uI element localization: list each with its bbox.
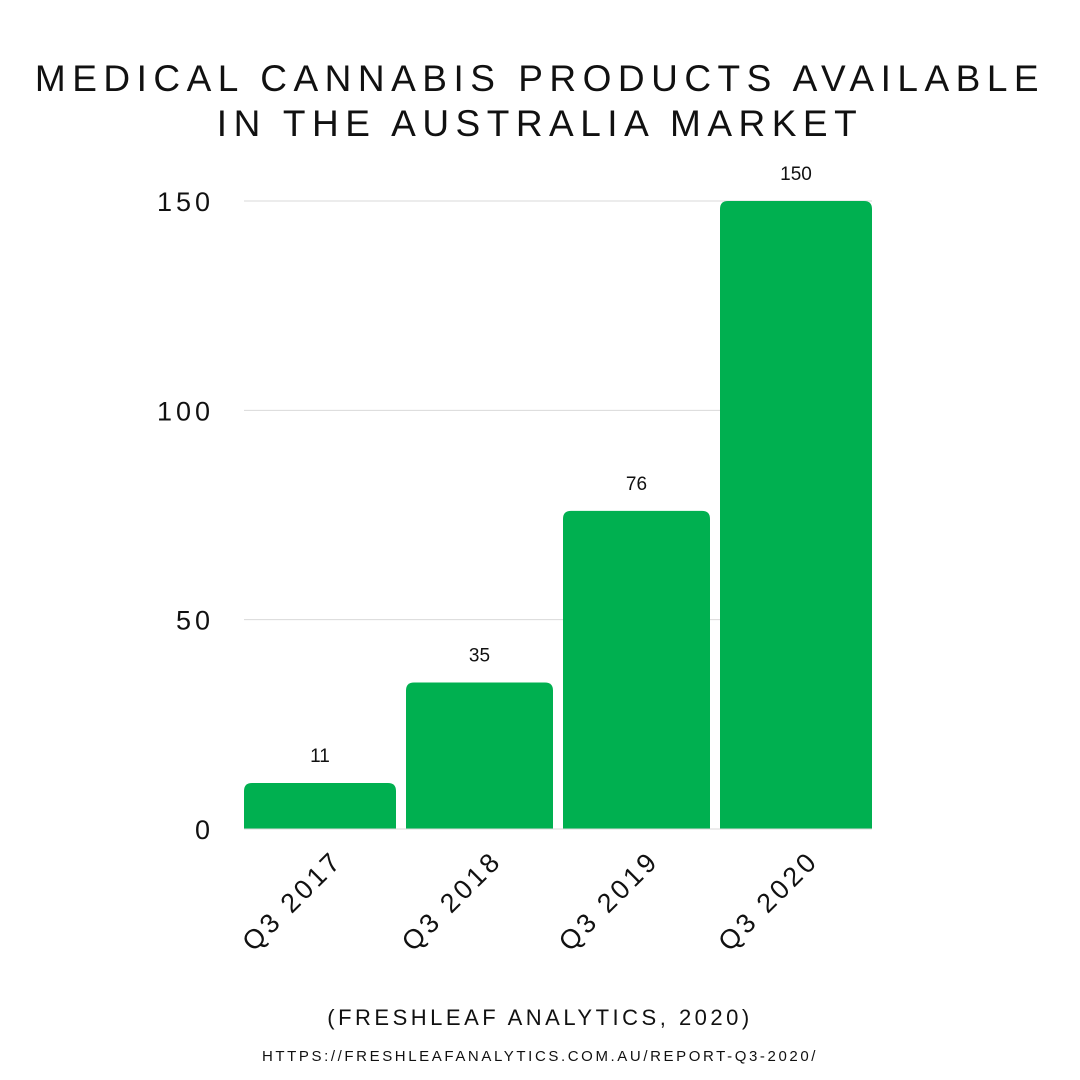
x-tick-label: Q3 2018 <box>396 845 508 957</box>
data-label: 76 <box>626 474 647 495</box>
chart-title-line-2: IN THE AUSTRALIA MARKET <box>216 103 864 144</box>
x-tick-label: Q3 2020 <box>712 845 824 957</box>
bars <box>244 201 872 829</box>
data-label: 35 <box>469 645 490 666</box>
y-tick-label: 100 <box>157 396 214 426</box>
bar-q3-2019 <box>563 510 710 829</box>
y-axis-ticks: 0 50 100 150 <box>157 187 214 845</box>
bar-q3-2020 <box>720 201 872 829</box>
y-tick-label: 0 <box>195 815 214 845</box>
data-label: 11 <box>310 746 330 767</box>
y-tick-label: 150 <box>157 187 214 217</box>
y-tick-label: 50 <box>176 606 214 636</box>
chart-title: MEDICAL CANNABIS PRODUCTS AVAILABLE IN T… <box>0 56 1080 146</box>
data-labels: 11 35 76 150 <box>310 164 812 767</box>
x-tick-label: Q3 2019 <box>553 845 665 957</box>
bar-q3-2017 <box>244 782 396 829</box>
x-axis-ticks: Q3 2017 Q3 2018 Q3 2019 Q3 2020 <box>236 845 824 957</box>
source-url[interactable]: HTTPS://FRESHLEAFANALYTICS.COM.AU/REPORT… <box>261 1048 819 1065</box>
data-label: 150 <box>780 164 812 185</box>
x-tick-label: Q3 2017 <box>236 845 348 957</box>
source-citation: (FRESHLEAF ANALYTICS, 2020) <box>327 1005 753 1030</box>
chart-title-line-1: MEDICAL CANNABIS PRODUCTS AVAILABLE <box>34 58 1046 99</box>
bar-q3-2018 <box>406 682 553 829</box>
